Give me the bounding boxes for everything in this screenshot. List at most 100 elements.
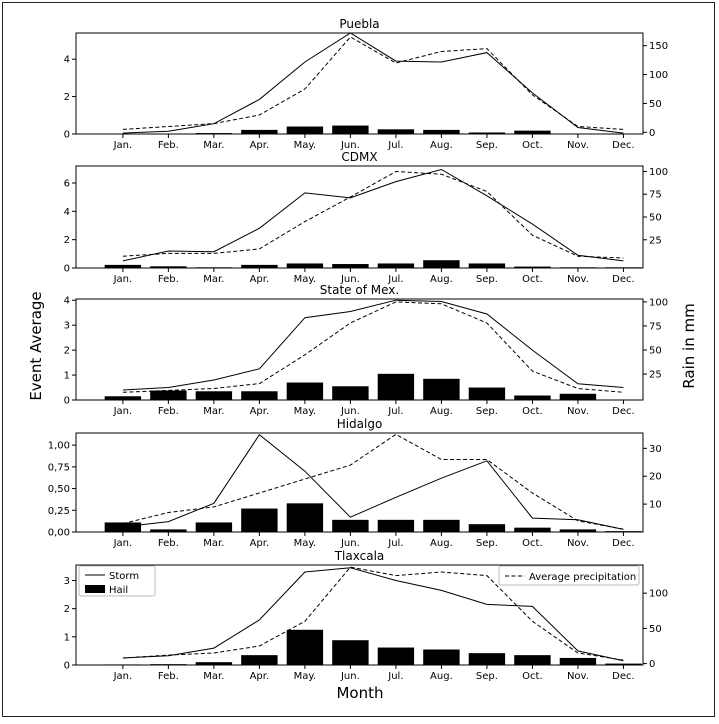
left-tick-label: 3 bbox=[64, 576, 70, 587]
right-tick-label: 75 bbox=[649, 321, 662, 332]
x-tick-label: Sep. bbox=[476, 671, 498, 682]
x-tick-label: Jul. bbox=[387, 671, 403, 682]
hail-bar bbox=[241, 130, 277, 134]
x-tick-label: Oct. bbox=[522, 538, 542, 549]
x-tick-label: May. bbox=[294, 538, 316, 549]
hail-bar bbox=[287, 630, 323, 665]
x-tick-label: Dec. bbox=[612, 274, 635, 285]
left-tick-label: 0 bbox=[64, 396, 70, 407]
hail-bar bbox=[105, 522, 141, 532]
hail-bar bbox=[378, 263, 414, 268]
x-tick-label: Dec. bbox=[612, 140, 635, 151]
storm-line bbox=[123, 170, 624, 261]
left-tick-label: 2 bbox=[64, 235, 70, 246]
legend-storm-label: Storm bbox=[109, 571, 139, 582]
panel-hidalgo: Hidalgo0,000,250,500,751,00102030Jan.Feb… bbox=[48, 417, 662, 549]
hail-bar bbox=[241, 509, 277, 532]
x-tick-label: May. bbox=[294, 671, 316, 682]
left-tick-label: 0 bbox=[64, 264, 70, 275]
legend-hail-label: Hail bbox=[109, 585, 128, 596]
hail-bar bbox=[469, 653, 505, 665]
hail-bar bbox=[514, 131, 550, 134]
precipitation-line bbox=[123, 302, 624, 392]
hail-bar bbox=[287, 127, 323, 134]
x-tick-label: Sep. bbox=[476, 274, 498, 285]
panel-tlaxcala: Tlaxcala0123050100Jan.Feb.Mar.Apr.May.Ju… bbox=[64, 549, 668, 682]
x-tick-label: Aug. bbox=[430, 140, 453, 151]
y-axis-label-right: Rain in mm bbox=[680, 303, 698, 388]
plot-frame bbox=[76, 33, 643, 134]
hail-bar bbox=[423, 379, 459, 400]
x-tick-label: Feb. bbox=[158, 406, 179, 417]
right-tick-label: 75 bbox=[649, 190, 662, 201]
plot-frame bbox=[76, 433, 643, 532]
x-tick-label: Mar. bbox=[203, 274, 224, 285]
hail-bar bbox=[332, 640, 368, 665]
hail-bar bbox=[514, 528, 550, 532]
panel-cdmx: CDMX0246255075100Jan.Feb.Mar.Apr.May.Jun… bbox=[64, 150, 668, 285]
left-tick-label: 4 bbox=[64, 55, 70, 66]
x-tick-label: Jan. bbox=[113, 406, 133, 417]
right-tick-label: 50 bbox=[649, 345, 662, 356]
x-tick-label: Feb. bbox=[158, 140, 179, 151]
x-tick-label: Aug. bbox=[430, 538, 453, 549]
hail-bar bbox=[469, 263, 505, 268]
hail-bar bbox=[514, 655, 550, 665]
x-tick-label: Mar. bbox=[203, 671, 224, 682]
storm-line bbox=[123, 435, 624, 530]
right-tick-label: 20 bbox=[649, 472, 662, 483]
x-tick-label: Nov. bbox=[567, 538, 589, 549]
x-tick-label: Apr. bbox=[250, 538, 270, 549]
hail-bar bbox=[560, 394, 596, 400]
panel-title: State of Mex. bbox=[320, 283, 399, 297]
x-tick-label: Sep. bbox=[476, 538, 498, 549]
hail-bar bbox=[105, 396, 141, 400]
legend-precip-label: Average precipitation bbox=[529, 572, 636, 583]
legend-left: Storm Hail bbox=[79, 566, 155, 596]
x-tick-label: Sep. bbox=[476, 140, 498, 151]
chart-panels: Puebla024050100150Jan.Feb.Mar.Apr.May.Ju… bbox=[48, 17, 668, 682]
left-tick-label: 0,25 bbox=[48, 506, 70, 517]
x-tick-label: Apr. bbox=[250, 140, 270, 151]
left-tick-label: 1,00 bbox=[48, 441, 70, 452]
precipitation-line bbox=[123, 37, 624, 129]
x-tick-label: Mar. bbox=[203, 406, 224, 417]
x-tick-label: Jan. bbox=[113, 274, 133, 285]
panel-title: Hidalgo bbox=[337, 417, 383, 431]
panel-title: CDMX bbox=[341, 150, 377, 164]
hail-bar bbox=[150, 391, 186, 400]
precipitation-line bbox=[123, 172, 624, 259]
hail-bar bbox=[560, 658, 596, 665]
x-tick-label: Feb. bbox=[158, 538, 179, 549]
x-tick-label: May. bbox=[294, 274, 316, 285]
x-tick-label: Dec. bbox=[612, 406, 635, 417]
hail-bar bbox=[287, 503, 323, 532]
legend-right: Average precipitation bbox=[499, 566, 639, 585]
left-tick-label: 2 bbox=[64, 346, 70, 357]
x-tick-label: Nov. bbox=[567, 406, 589, 417]
right-tick-label: 100 bbox=[649, 297, 668, 308]
x-tick-label: Feb. bbox=[158, 274, 179, 285]
right-tick-label: 10 bbox=[649, 500, 662, 511]
left-tick-label: 2 bbox=[64, 604, 70, 615]
panel-title: Puebla bbox=[339, 17, 379, 31]
left-tick-label: 6 bbox=[64, 179, 70, 190]
x-axis-label: Month bbox=[336, 684, 383, 702]
hail-bar bbox=[241, 391, 277, 400]
chart-figure: Puebla024050100150Jan.Feb.Mar.Apr.May.Ju… bbox=[3, 3, 719, 724]
x-tick-label: Oct. bbox=[522, 274, 542, 285]
panel-puebla: Puebla024050100150Jan.Feb.Mar.Apr.May.Ju… bbox=[64, 17, 668, 151]
left-tick-label: 1 bbox=[64, 371, 70, 382]
x-tick-label: Mar. bbox=[203, 538, 224, 549]
x-tick-label: Apr. bbox=[250, 406, 270, 417]
x-tick-label: May. bbox=[294, 140, 316, 151]
x-tick-label: Dec. bbox=[612, 671, 635, 682]
x-tick-label: Jun. bbox=[340, 671, 360, 682]
right-tick-label: 100 bbox=[649, 167, 668, 178]
hail-bar bbox=[378, 648, 414, 665]
x-tick-label: Apr. bbox=[250, 274, 270, 285]
right-tick-label: 50 bbox=[649, 99, 662, 110]
x-tick-label: Jun. bbox=[340, 538, 360, 549]
x-tick-label: Feb. bbox=[158, 671, 179, 682]
left-tick-label: 0 bbox=[64, 130, 70, 141]
